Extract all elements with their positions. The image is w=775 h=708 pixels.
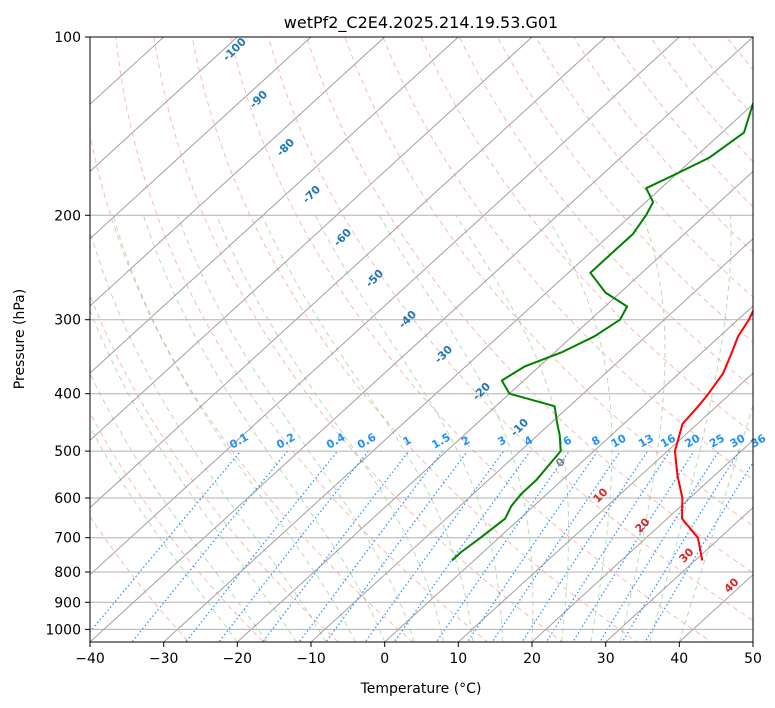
isotherm-line bbox=[163, 103, 753, 642]
isotherm-line bbox=[310, 237, 753, 642]
dry-adiabat-line bbox=[306, 37, 753, 574]
dry-adiabat-line bbox=[496, 37, 753, 344]
isotherm-line bbox=[90, 37, 607, 509]
mixing-ratio-line bbox=[545, 450, 671, 642]
x-tick-label: −30 bbox=[149, 651, 179, 667]
dry-adiabat-line bbox=[90, 412, 265, 642]
mixing-ratio-line bbox=[218, 450, 369, 642]
moist-adiabat-line bbox=[142, 215, 386, 642]
mixing-ratio-line bbox=[184, 450, 339, 642]
moist-adiabat-line bbox=[314, 215, 503, 642]
y-tick-label: 400 bbox=[54, 387, 81, 403]
y-tick-label: 700 bbox=[54, 531, 81, 547]
y-tick-label: 200 bbox=[54, 208, 81, 224]
dry-adiabat-line bbox=[115, 37, 489, 642]
temperature-line bbox=[673, 308, 753, 561]
dry-adiabat-line bbox=[573, 37, 753, 253]
dry-adiabat-line bbox=[535, 37, 753, 298]
dry-adiabat-line bbox=[153, 37, 564, 642]
mixing-ratio-line bbox=[521, 450, 649, 642]
y-tick-label: 800 bbox=[54, 565, 81, 581]
x-tick-label: 30 bbox=[597, 651, 615, 667]
moist-adiabat-line bbox=[216, 215, 445, 642]
y-tick-label: 1000 bbox=[45, 622, 81, 638]
isotherm-line bbox=[90, 37, 459, 374]
dry-adiabat-line bbox=[229, 37, 713, 642]
isotherm-line bbox=[90, 37, 238, 173]
moist-adiabat-line bbox=[90, 308, 297, 642]
data-lines bbox=[451, 101, 753, 562]
mixing-ratio-line bbox=[491, 450, 621, 642]
x-tick-label: 10 bbox=[449, 651, 467, 667]
isotherm-line bbox=[90, 37, 312, 240]
isotherm-line bbox=[457, 372, 753, 642]
moist-adiabat-line bbox=[177, 215, 415, 642]
x-tick-label: −10 bbox=[296, 651, 326, 667]
y-tick-label: 300 bbox=[54, 313, 81, 329]
isotherm-line bbox=[531, 439, 753, 642]
moist-adiabat-line bbox=[546, 215, 613, 642]
dry-adiabat-line bbox=[90, 131, 414, 642]
x-tick-label: 20 bbox=[523, 651, 541, 667]
moist-adiabat-line bbox=[112, 215, 356, 642]
mixing-ratio-line bbox=[393, 450, 531, 642]
moist-adiabat-line bbox=[455, 215, 570, 642]
dry-adiabat-line bbox=[90, 293, 340, 642]
background-lines bbox=[90, 37, 753, 642]
isotherm-line bbox=[90, 37, 386, 307]
moist-adiabat-line bbox=[90, 426, 238, 642]
isotherm-line bbox=[384, 305, 753, 642]
moist-adiabat-line bbox=[649, 215, 732, 642]
x-tick-label: −20 bbox=[223, 651, 253, 667]
isotherm-line bbox=[236, 170, 753, 642]
plot-frame bbox=[89, 36, 754, 643]
x-tick-label: 50 bbox=[744, 651, 762, 667]
chart-title: wetPf2_C2E4.2025.214.19.53.G01 bbox=[284, 13, 558, 33]
dry-adiabat-line bbox=[611, 37, 753, 208]
moist-adiabat-line bbox=[90, 371, 268, 642]
x-tick-label: 40 bbox=[670, 651, 688, 667]
x-tick-label: 0 bbox=[380, 651, 389, 667]
dry-adiabat-line bbox=[344, 37, 753, 527]
mixing-ratio-line bbox=[644, 461, 753, 642]
dry-adiabat-line bbox=[458, 37, 753, 389]
y-axis-title: Pressure (hPa) bbox=[12, 289, 28, 389]
y-tick-label: 900 bbox=[54, 595, 81, 611]
mixing-ratio-line bbox=[435, 450, 570, 642]
mixing-ratio-line bbox=[466, 450, 599, 642]
dry-adiabat-line bbox=[268, 37, 753, 622]
isotherm-line bbox=[90, 37, 753, 642]
y-tick-label: 600 bbox=[54, 491, 81, 507]
moist-adiabat-line bbox=[619, 215, 666, 642]
axes: −40 −30 −20 −10 0 10 20 30 40 50 100 200 300 400 500 60… bbox=[45, 30, 762, 667]
moist-adiabat-line bbox=[90, 229, 327, 642]
y-tick-label: 500 bbox=[54, 444, 81, 460]
dry-adiabat-line bbox=[191, 37, 638, 642]
isotherm-line bbox=[605, 506, 753, 642]
moist-adiabat-line bbox=[378, 215, 534, 642]
x-axis-title: Temperature (°C) bbox=[360, 681, 482, 697]
y-tick-label: 100 bbox=[54, 30, 81, 46]
moist-adiabat-line bbox=[261, 215, 474, 642]
moist-adiabat-line bbox=[678, 403, 753, 642]
x-tick-label: −40 bbox=[75, 651, 105, 667]
mixing-ratio-line bbox=[364, 450, 505, 642]
isotherm-line bbox=[90, 37, 533, 442]
dewpoint-line bbox=[451, 101, 753, 562]
mixing-ratio-line bbox=[262, 450, 410, 642]
isotherm-line bbox=[90, 37, 680, 576]
